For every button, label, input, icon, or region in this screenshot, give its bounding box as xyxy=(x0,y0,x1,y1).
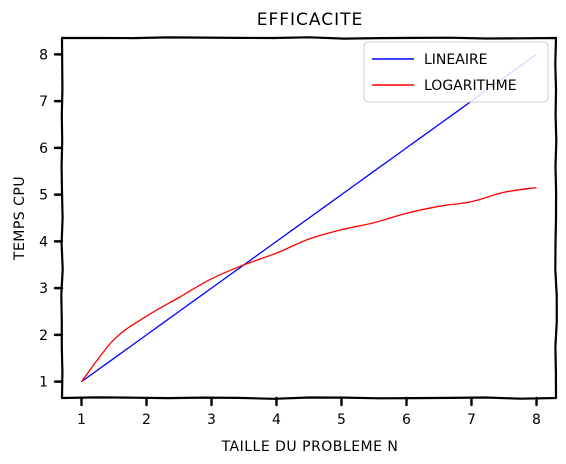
legend-label-lineaire: LINEAIRE xyxy=(424,52,488,68)
x-tick-label: 7 xyxy=(467,412,476,428)
y-tick-label: 4 xyxy=(39,234,48,250)
x-tick-label: 8 xyxy=(532,412,541,428)
y-tick-label: 6 xyxy=(39,141,48,157)
y-tick-label: 1 xyxy=(39,375,48,391)
chart-title: EFFICACITE xyxy=(257,10,364,30)
ticks: 1 2 3 4 5 6 7 8 1 2 3 4 5 6 7 8 xyxy=(39,47,541,428)
y-tick-label: 3 xyxy=(39,281,48,297)
legend: LINEAIRE LOGARITHME xyxy=(363,41,549,103)
plot-frame xyxy=(60,36,558,400)
series-line-logarithme xyxy=(80,186,537,382)
series-line-lineaire xyxy=(81,53,537,383)
legend-label-logarithme: LOGARITHME xyxy=(424,78,517,94)
x-tick-label: 3 xyxy=(207,412,216,428)
x-tick-label: 5 xyxy=(337,412,346,428)
x-tick-label: 2 xyxy=(142,412,151,428)
x-tick-label: 4 xyxy=(272,412,281,428)
y-tick-label: 5 xyxy=(39,188,48,204)
y-tick-label: 8 xyxy=(39,47,48,63)
y-tick-label: 2 xyxy=(39,328,48,344)
series-layer xyxy=(80,53,537,383)
x-tick-label: 6 xyxy=(402,412,411,428)
y-tick-label: 7 xyxy=(39,94,48,110)
x-axis-label: TAILLE DU PROBLEME N xyxy=(221,439,399,455)
legend-box xyxy=(363,41,549,103)
y-axis-label: TEMPS CPU xyxy=(12,176,28,261)
x-tick-label: 1 xyxy=(77,412,86,428)
